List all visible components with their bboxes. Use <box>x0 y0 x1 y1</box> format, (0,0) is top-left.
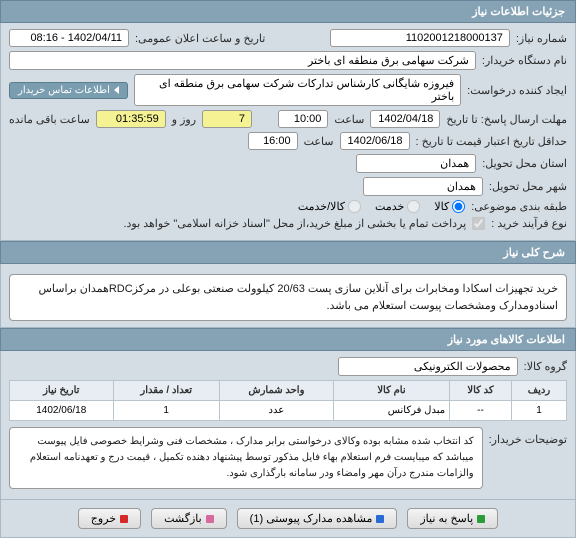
field-remain-time: 01:35:59 <box>96 110 166 128</box>
label-announce-time: تاریخ و ساعت اعلان عمومی: <box>135 32 265 45</box>
back-button[interactable]: بازگشت <box>151 508 227 529</box>
td-4: 1 <box>113 401 219 421</box>
field-response-date: 1402/04/18 <box>370 110 440 128</box>
field-requester: فیروزه شایگانی کارشناس تدارکات شرکت سهام… <box>134 74 461 106</box>
label-need-number: شماره نیاز: <box>516 32 567 45</box>
radio-service-input <box>407 200 420 213</box>
label-delivery-state: استان محل تحویل: <box>482 157 567 170</box>
section-title-items: اطلاعات کالاهای مورد نیاز <box>448 334 565 346</box>
play-icon <box>114 86 119 94</box>
back-icon <box>206 515 214 523</box>
section-body-items: گروه کالا: محصولات الکترونیکی ردیف کد کا… <box>0 351 576 500</box>
label-purchase-type: نوع فرآیند خرید : <box>491 217 567 230</box>
section-header-items: اطلاعات کالاهای مورد نیاز <box>0 328 576 351</box>
attachments-label: مشاهده مدارک پیوستی (1) <box>250 512 373 525</box>
table-row[interactable]: 1 -- مبدل فرکانس عدد 1 1402/06/18 <box>10 401 567 421</box>
th-0: ردیف <box>511 381 566 401</box>
th-1: کد کالا <box>450 381 512 401</box>
label-category: طبقه بندی موضوعی: <box>471 200 567 213</box>
td-5: 1402/06/18 <box>10 401 114 421</box>
field-delivery-city: همدان <box>363 177 483 196</box>
label-remaining: ساعت باقی مانده <box>9 113 90 126</box>
td-0: 1 <box>511 401 566 421</box>
buyer-notes-box: کد انتخاب شده مشابه بوده وکالای درخواستی… <box>9 427 483 489</box>
back-label: بازگشت <box>164 512 202 525</box>
radio-both[interactable]: کالا/خدمت <box>298 200 361 213</box>
field-validity-date: 1402/06/18 <box>340 132 410 150</box>
footer-buttons: پاسخ به نیاز مشاهده مدارک پیوستی (1) باز… <box>0 500 576 538</box>
radio-service-label: خدمت <box>375 200 404 213</box>
respond-label: پاسخ به نیاز <box>420 512 473 525</box>
label-buyer-device: نام دستگاه خریدار: <box>482 54 567 67</box>
contact-label: اطلاعات تماس خریدار <box>18 85 110 96</box>
main-container: جزئیات اطلاعات نیاز شماره نیاز: 11020012… <box>0 0 576 538</box>
label-response-deadline: مهلت ارسال پاسخ: تا تاریخ <box>446 113 567 126</box>
td-1: -- <box>450 401 512 421</box>
contact-buyer-button[interactable]: اطلاعات تماس خریدار <box>9 82 128 99</box>
th-4: تعداد / مقدار <box>113 381 219 401</box>
exit-label: خروج <box>91 512 116 525</box>
field-need-number: 1102001218000137 <box>330 29 510 47</box>
field-response-hour: 10:00 <box>278 110 328 128</box>
attachments-icon <box>376 515 384 523</box>
category-radio-group: کالا خدمت کالا/خدمت <box>298 200 465 213</box>
exit-icon <box>120 515 128 523</box>
radio-both-label: کالا/خدمت <box>298 200 345 213</box>
attachments-button[interactable]: مشاهده مدارک پیوستی (1) <box>237 508 398 529</box>
label-hour-2: ساعت <box>304 135 334 148</box>
label-delivery-city: شهر محل تحویل: <box>489 180 567 193</box>
section-title-desc: شرح کلی نیاز <box>503 247 565 259</box>
label-buyer-notes: توضیحات خریدار: <box>489 427 567 446</box>
td-3: عدد <box>219 401 333 421</box>
td-2: مبدل فرکانس <box>333 401 449 421</box>
radio-goods[interactable]: کالا <box>434 200 465 213</box>
respond-icon <box>477 515 485 523</box>
checkbox-payment-input <box>472 217 485 230</box>
label-day-and: روز و <box>172 113 196 126</box>
section-body-desc: خرید تجهیزات اسکادا ومخابرات برای آنلاین… <box>0 264 576 328</box>
countdown: 7 روز و 01:35:59 ساعت باقی مانده <box>9 110 252 128</box>
radio-goods-label: کالا <box>434 200 449 213</box>
label-requester: ایجاد کننده درخواست: <box>467 84 567 97</box>
items-table: ردیف کد کالا نام کالا واحد شمارش تعداد /… <box>9 380 567 421</box>
section-body-need-info: شماره نیاز: 1102001218000137 تاریخ و ساع… <box>0 23 576 241</box>
description-box: خرید تجهیزات اسکادا ومخابرات برای آنلاین… <box>9 274 567 321</box>
field-validity-hour: 16:00 <box>248 132 298 150</box>
respond-button[interactable]: پاسخ به نیاز <box>407 508 498 529</box>
label-hour-1: ساعت <box>334 113 364 126</box>
radio-both-input <box>348 200 361 213</box>
field-announce-time: 1402/04/11 - 08:16 <box>9 29 129 47</box>
th-2: نام کالا <box>333 381 449 401</box>
exit-button[interactable]: خروج <box>78 508 141 529</box>
label-goods-group: گروه کالا: <box>524 360 567 373</box>
field-buyer-device: شرکت سهامی برق منطقه ای باختر <box>9 51 476 70</box>
field-delivery-state: همدان <box>356 154 476 173</box>
table-header-row: ردیف کد کالا نام کالا واحد شمارش تعداد /… <box>10 381 567 401</box>
th-3: واحد شمارش <box>219 381 333 401</box>
th-5: تاریخ نیاز <box>10 381 114 401</box>
section-header-need-info: جزئیات اطلاعات نیاز <box>0 0 576 23</box>
field-remain-days: 7 <box>202 110 252 128</box>
purchase-note: پرداخت تمام یا بخشی از مبلغ خرید،از محل … <box>123 217 466 230</box>
section-title: جزئیات اطلاعات نیاز <box>472 6 565 18</box>
section-header-desc: شرح کلی نیاز <box>0 241 576 264</box>
label-least-validity: حداقل تاریخ اعتبار قیمت تا تاریخ : <box>416 135 567 148</box>
radio-service[interactable]: خدمت <box>375 200 420 213</box>
checkbox-payment[interactable] <box>472 217 485 230</box>
field-goods-group: محصولات الکترونیکی <box>338 357 518 376</box>
radio-goods-input[interactable] <box>452 200 465 213</box>
